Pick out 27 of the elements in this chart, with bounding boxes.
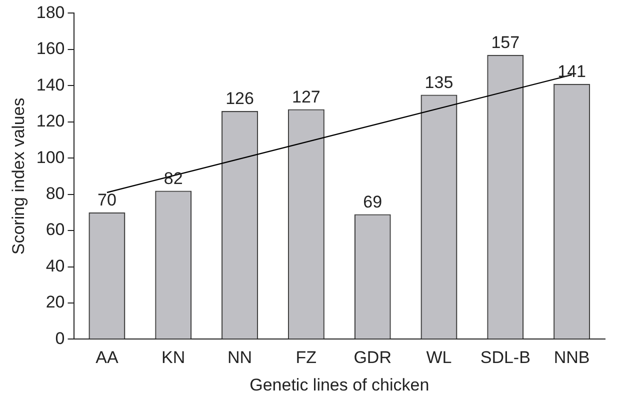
x-tick-label: NN <box>227 348 252 368</box>
x-tick-label: GDR <box>354 348 392 368</box>
data-label: 126 <box>226 89 254 108</box>
y-tick-label: 100 <box>36 148 65 167</box>
y-tick-label: 160 <box>36 39 65 58</box>
y-tick-label: 40 <box>46 256 65 276</box>
x-tick-label: FZ <box>296 348 317 368</box>
x-axis-title: Genetic lines of chicken <box>250 375 430 394</box>
y-tick-label: 20 <box>46 292 65 312</box>
data-label: 141 <box>558 62 586 82</box>
y-tick-label: 120 <box>36 112 65 131</box>
y-tick-label: 60 <box>46 220 65 240</box>
data-label: 69 <box>363 192 382 212</box>
data-label: 127 <box>292 87 320 106</box>
data-label: 157 <box>491 33 520 52</box>
x-tick-label: NNB <box>554 348 590 368</box>
y-axis-title: Scoring index values <box>8 98 28 255</box>
y-tick-label: 140 <box>36 75 65 94</box>
data-label: 135 <box>424 72 454 92</box>
y-tick-label: 80 <box>46 184 65 203</box>
y-tick-label: 180 <box>36 2 65 22</box>
x-tick-label: SDL-B <box>480 348 530 368</box>
x-tick-label: AA <box>96 348 119 368</box>
x-tick-label: KN <box>162 348 186 368</box>
x-tick-label: WL <box>426 348 452 368</box>
data-label: 70 <box>98 190 116 210</box>
y-tick-label: 0 <box>55 328 65 348</box>
